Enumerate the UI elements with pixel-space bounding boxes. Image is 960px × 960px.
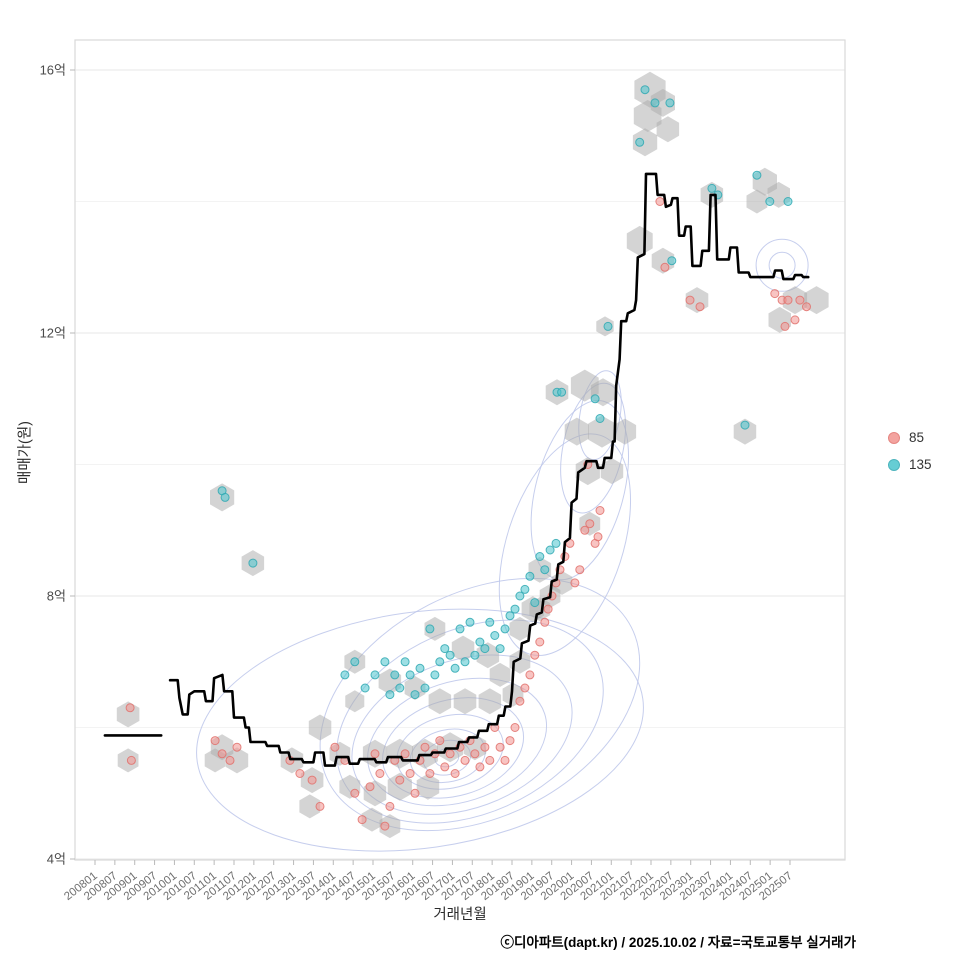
legend-item-85: 85 bbox=[888, 430, 932, 445]
legend-swatch-85 bbox=[888, 431, 900, 444]
svg-text:4억: 4억 bbox=[47, 852, 66, 867]
svg-text:12억: 12억 bbox=[40, 326, 66, 341]
points-135 bbox=[217, 85, 793, 700]
svg-text:16억: 16억 bbox=[40, 63, 66, 78]
legend-item-135: 135 bbox=[888, 457, 932, 472]
y-axis-title: 매매가(원) bbox=[17, 420, 34, 485]
x-axis: 2008012008072009012009072010012010072011… bbox=[62, 860, 795, 903]
panel-background bbox=[75, 40, 845, 860]
points-85 bbox=[125, 197, 811, 831]
x-axis-title: 거래년월 bbox=[433, 907, 487, 923]
data-layers bbox=[103, 71, 829, 852]
legend-label-85: 85 bbox=[909, 430, 925, 445]
median-price-line bbox=[103, 172, 810, 767]
gridlines bbox=[75, 69, 845, 860]
y-axis: 4억 8억 12억 16억 bbox=[40, 63, 75, 867]
panel-border bbox=[74, 39, 846, 861]
svg-text:8억: 8억 bbox=[47, 589, 66, 604]
attribution-footer: ⓒ디아파트(dapt.kr) / 2025.10.02 / 자료=국토교통부 실… bbox=[500, 935, 856, 950]
legend-label-135: 135 bbox=[909, 457, 932, 472]
legend: 85 135 bbox=[888, 430, 932, 472]
legend-swatch-135 bbox=[888, 458, 900, 471]
